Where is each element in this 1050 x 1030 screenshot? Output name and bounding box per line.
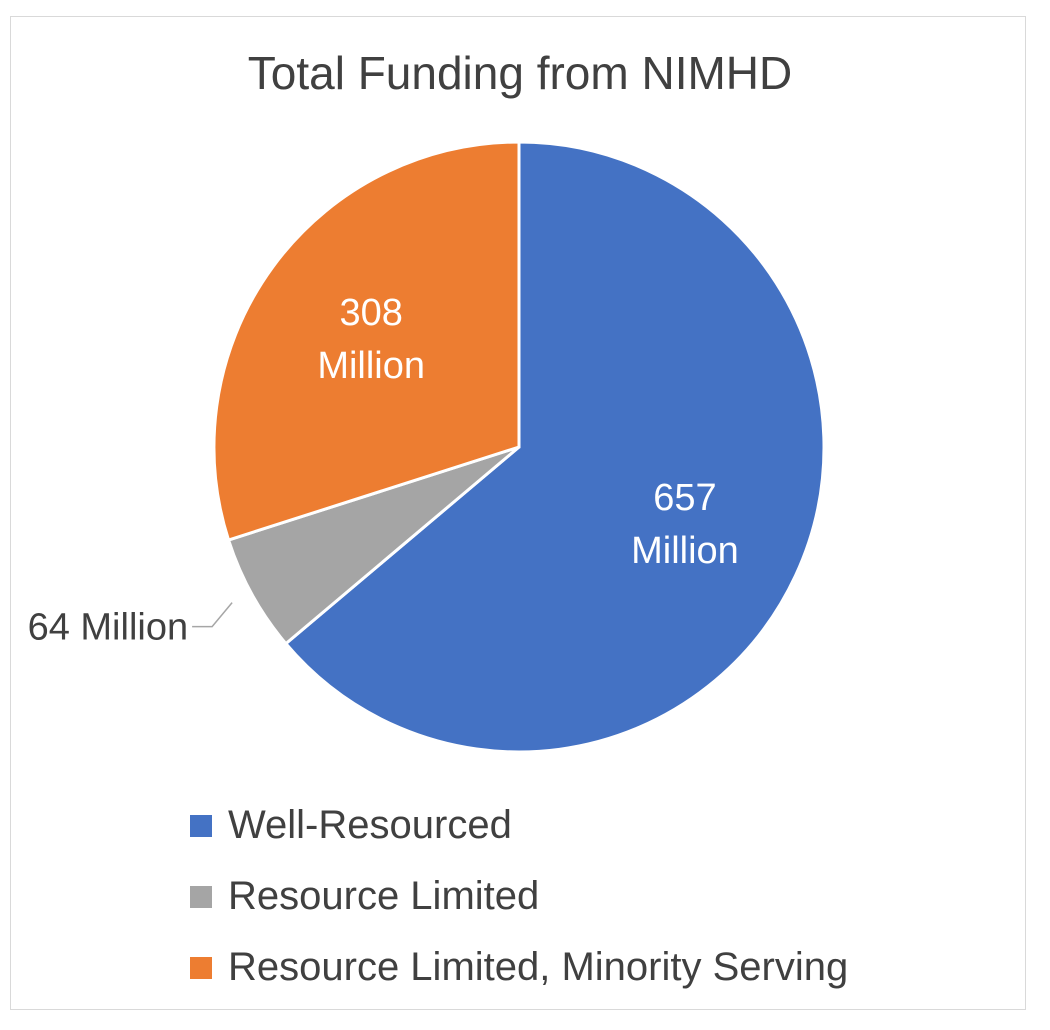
- legend-swatch: [190, 814, 212, 837]
- legend-item-well-resourced: Well-Resourced: [190, 790, 848, 861]
- pie-slice-well-resourced: [283, 140, 826, 754]
- legend: Well-Resourced Resource Limited Resource…: [190, 790, 848, 1003]
- data-label: 308 Million: [317, 292, 425, 387]
- data-label: 657 Million: [631, 477, 739, 572]
- legend-item-resource-limited-minority-serving: Resource Limited, Minority Serving: [190, 932, 848, 1003]
- legend-item-resource-limited: Resource Limited: [190, 861, 848, 932]
- legend-label: Resource Limited: [228, 874, 540, 918]
- pie-slice-resource-limited: [226, 445, 520, 646]
- chart-title: Total Funding from NIMHD: [247, 47, 793, 99]
- legend-swatch: [190, 885, 212, 908]
- legend-swatch: [190, 956, 212, 979]
- data-label: 64 Million: [28, 607, 189, 649]
- leader-line: [192, 602, 233, 628]
- pie-slice-resource-limited-minority-serving: [212, 140, 521, 542]
- legend-label: Well-Resourced: [228, 803, 512, 847]
- legend-label: Resource Limited, Minority Serving: [228, 945, 849, 989]
